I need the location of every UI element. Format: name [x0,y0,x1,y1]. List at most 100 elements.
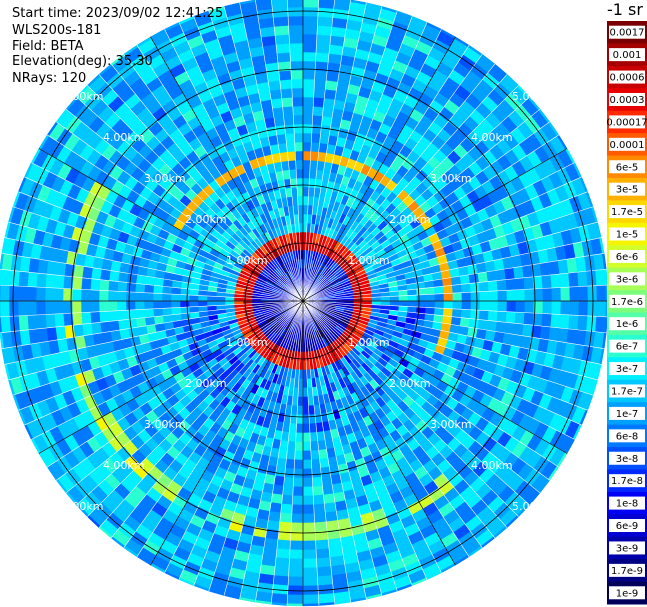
ray-line [302,300,605,350]
beta-cell [302,33,318,44]
colorbar-label: 1.7e-7 [611,386,643,397]
beta-cell [90,278,101,291]
ray-line [302,300,559,468]
range-label: 5.00km [512,90,554,103]
beta-cell [290,69,304,80]
beta-cell [296,177,304,188]
ray-line [302,206,594,302]
beta-cell [290,522,304,533]
beta-cell [81,311,92,325]
beta-cell [513,323,525,336]
beta-cell [273,566,290,577]
ray-line [302,0,320,302]
beta-cell [273,475,285,487]
range-label: 4.00km [103,459,145,472]
beta-cell [161,300,172,309]
beta-cell [72,276,83,290]
beta-cell [278,521,292,532]
beta-cell [285,132,295,144]
beta-cell [313,503,326,514]
beta-cell [0,284,10,302]
beta-cell [487,310,498,322]
beta-cell [294,150,304,161]
beta-cell [460,309,472,319]
ray-line [302,6,383,302]
ray-line [302,252,605,302]
beta-cell [269,88,282,100]
colorbar-label: 6e-8 [616,431,639,442]
beta-cell [389,300,400,307]
beta-cell [587,300,598,317]
ray-line [302,300,530,506]
ray-line [302,300,607,334]
beta-cell [333,0,351,11]
beta-cell [302,96,314,107]
beta-cell [99,268,111,281]
ray-line [302,300,598,381]
beta-cell [495,321,507,334]
beta-cell [302,432,311,443]
beta-cell [269,502,282,514]
beta-cell [90,311,101,324]
beta-cell [302,0,320,8]
beta-cell [289,42,304,53]
beta-cell [302,540,317,551]
beta-cell [117,271,129,283]
beta-cell [296,414,304,425]
beta-cell [134,283,146,293]
beta-cell [398,295,409,302]
beta-cell [125,291,136,302]
beta-cell [291,513,304,524]
beta-cell [255,0,273,11]
range-label: 5.00km [512,500,554,513]
beta-cell [416,294,427,302]
beta-cell [314,521,328,532]
beta-cell [288,423,297,434]
beta-cell [310,141,320,153]
beta-cell [311,458,321,470]
colorbar-label: 1.7e-5 [611,207,643,218]
beta-cell [469,282,481,293]
colorbar-label: 6e-6 [616,252,639,263]
beta-cell [18,270,29,287]
beta-cell [27,314,38,331]
beta-cell [488,300,499,312]
beta-cell [275,124,286,136]
beta-cell [321,115,333,127]
beta-cell [275,43,291,54]
beta-cell [310,449,320,461]
beta-cell [297,204,304,215]
ray-line [302,300,550,481]
ray-line [302,0,351,302]
beta-cell [288,159,297,170]
beta-cell [143,308,155,318]
beta-cell [72,312,83,326]
beta-cell [279,79,293,90]
beta-cell [278,70,292,81]
beta-cell [315,539,330,550]
beta-cell [126,318,138,329]
beta-cell [71,288,82,302]
beta-cell [443,300,454,310]
beta-cell [117,319,129,331]
colorbar-unit: -1 sr [607,0,643,19]
ray-line [302,300,483,548]
ray-line [302,284,608,302]
beta-cell [312,494,325,505]
beta-cell [578,300,589,317]
beta-cell [425,307,436,316]
beta-cell [302,195,309,206]
beta-cell [143,300,154,310]
beta-cell [286,141,296,153]
beta-cell [271,0,288,9]
beta-cell [302,495,314,506]
beta-cell [98,300,109,312]
ray-line [302,300,582,426]
beta-cell [577,315,588,332]
beta-cell [289,51,304,62]
beta-cell [295,423,304,434]
ray-line [302,2,367,302]
beta-cell [477,319,489,331]
beta-cell [515,289,526,302]
range-label: 2.00km [185,213,227,226]
